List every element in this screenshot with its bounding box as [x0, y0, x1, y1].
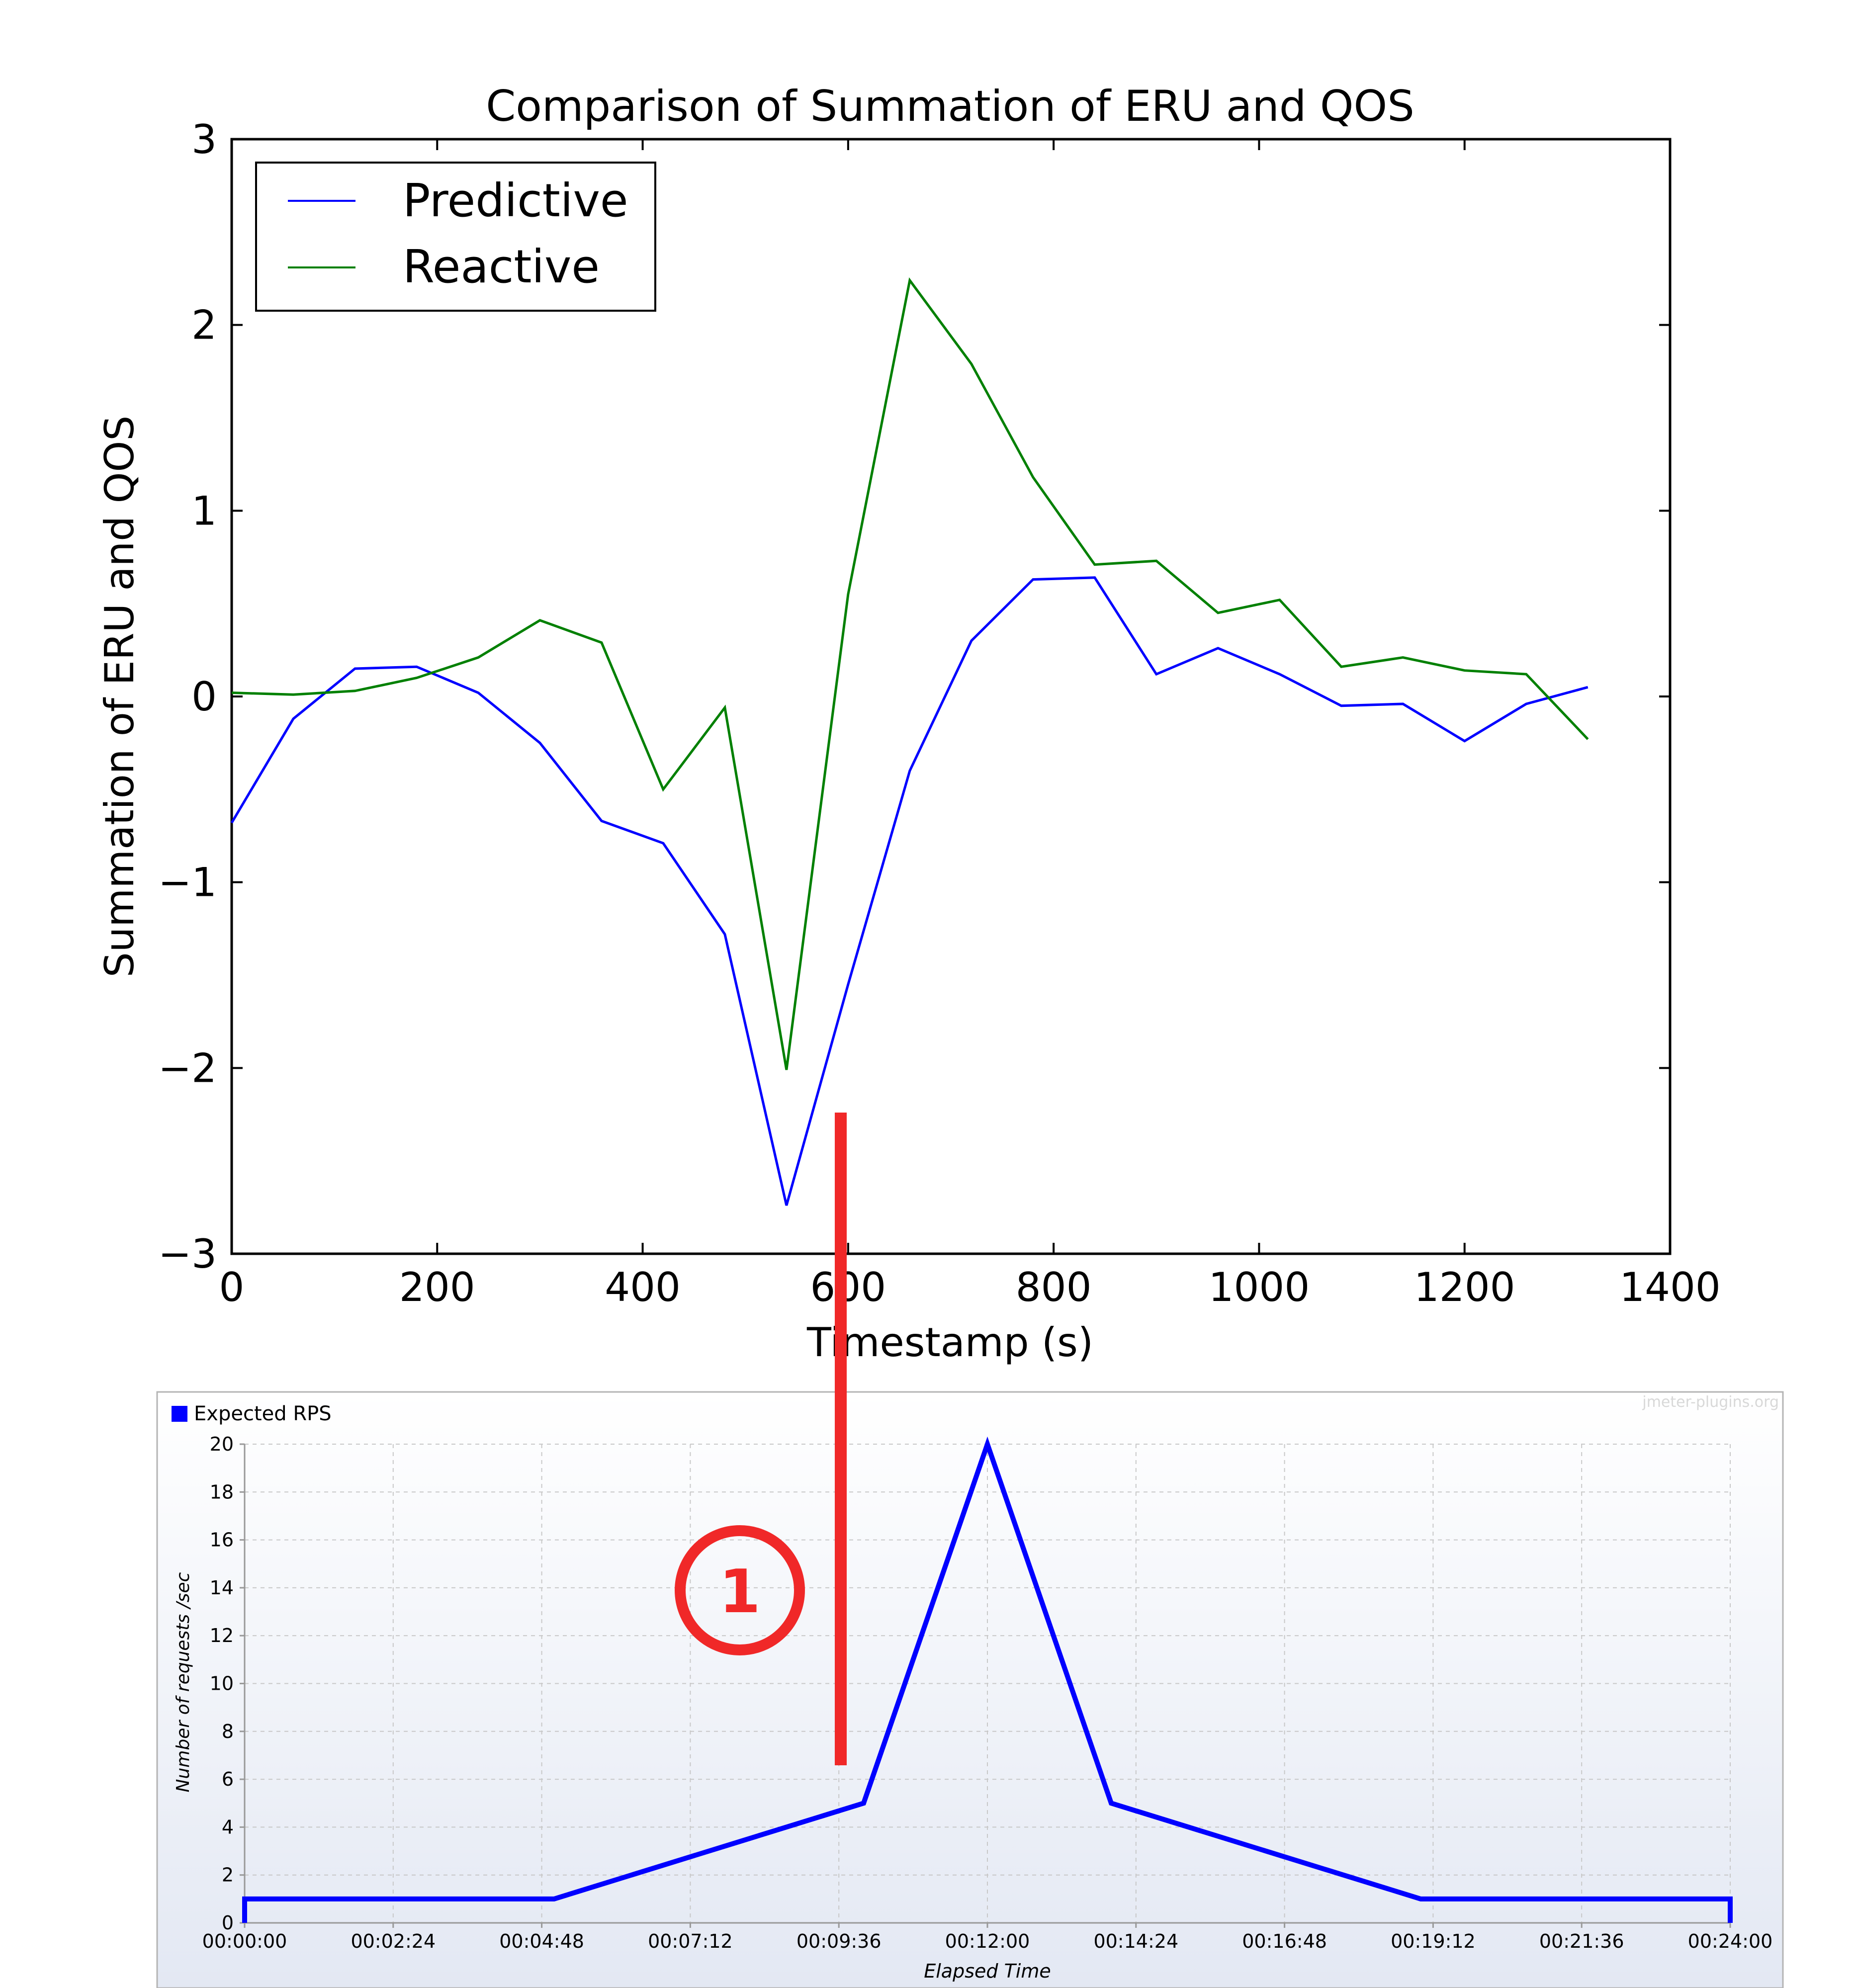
x-tick-label: 00:21:36	[1539, 1930, 1624, 1952]
y-axis-ticks: 0 2 4 6 8 10 12 14 16 18 20	[210, 1433, 245, 1934]
y-tick-label: 10	[210, 1673, 234, 1695]
series-line-predictive	[230, 576, 1589, 1206]
x-tick-label: 00:00:00	[202, 1930, 287, 1952]
y-tick-label: −3	[158, 1231, 217, 1277]
x-axis-ticks: 0 200 400 600 800 1000 1200 1400	[219, 139, 1721, 1310]
legend-swatch-expected-rps	[172, 1406, 187, 1422]
y-tick-label: 20	[210, 1433, 234, 1455]
legend: Predictive Reactive	[255, 162, 656, 312]
x-tick-label: 0	[219, 1264, 245, 1310]
y-tick-label: 6	[222, 1768, 234, 1790]
legend-label-predictive: Predictive	[403, 174, 628, 227]
x-tick-label: 00:24:00	[1688, 1930, 1773, 1952]
x-axis-label: Timestamp (s)	[806, 1319, 1093, 1366]
x-tick-label: 00:12:00	[945, 1930, 1030, 1952]
credit-text: jmeter-plugins.org	[1642, 1393, 1779, 1411]
x-tick-label: 400	[605, 1264, 681, 1310]
series-line-expected-rps	[242, 1436, 1733, 1923]
y-tick-label: −2	[158, 1045, 217, 1091]
y-tick-label: 14	[210, 1577, 234, 1599]
y-tick-label: 0	[191, 674, 217, 720]
callout-annotation: 1	[675, 1113, 847, 1765]
legend-label-reactive: Reactive	[403, 240, 600, 293]
y-tick-label: 16	[210, 1529, 234, 1551]
x-tick-label: 1400	[1619, 1264, 1721, 1310]
y-axis-ticks: −3 −2 −1 0 1 2 3	[158, 116, 1670, 1277]
x-tick-label: 800	[1016, 1264, 1092, 1310]
x-tick-label: 1200	[1414, 1264, 1515, 1310]
x-tick-label: 600	[810, 1264, 886, 1310]
x-tick-label: 00:16:48	[1242, 1930, 1327, 1952]
x-tick-label: 1000	[1209, 1264, 1310, 1310]
y-axis-label: Summation of ERU and QOS	[96, 416, 143, 977]
plot-area	[230, 138, 1672, 1255]
y-tick-label: 8	[222, 1721, 234, 1742]
y-axis-label: Number of requests /sec	[173, 1572, 193, 1792]
series-lines	[242, 1436, 1733, 1923]
x-tick-label: 00:19:12	[1391, 1930, 1476, 1952]
series-line-reactive	[231, 277, 1589, 1070]
chart-title: Comparison of Summation of ERU and QOS	[486, 82, 1414, 131]
x-tick-label: 00:07:12	[648, 1930, 733, 1952]
x-tick-label: 00:14:24	[1093, 1930, 1178, 1952]
y-tick-label: 4	[222, 1816, 234, 1838]
y-tick-label: 12	[210, 1625, 234, 1646]
x-axis-ticks: 00:00:00 00:02:24 00:04:48 00:07:12 00:09:36…	[202, 1923, 1773, 1952]
legend-label-expected-rps: Expected RPS	[194, 1402, 332, 1425]
y-tick-label: 18	[210, 1481, 234, 1503]
y-tick-label: 1	[191, 488, 217, 534]
x-tick-label: 00:02:24	[351, 1930, 436, 1952]
y-tick-label: 3	[191, 116, 217, 163]
x-axis-label: Elapsed Time	[924, 1960, 1051, 1982]
y-tick-label: 0	[222, 1912, 234, 1934]
x-tick-label: 00:09:36	[796, 1930, 882, 1952]
x-tick-label: 200	[399, 1264, 475, 1310]
expected-rps-chart: jmeter-plugins.org Expected RPS 0 2 4 6 8 10 1…	[156, 1391, 1784, 1988]
y-tick-label: 2	[191, 302, 217, 348]
erq-qos-chart: Comparison of Summation of ERU and QOS 0…	[96, 82, 1721, 1366]
callout-circle	[675, 1525, 805, 1655]
series-lines	[230, 277, 1589, 1206]
callout-number: 1	[719, 1557, 761, 1627]
legend-box	[255, 162, 656, 312]
y-tick-label: 2	[222, 1864, 234, 1886]
legend: Expected RPS	[172, 1402, 332, 1425]
x-tick-label: 00:04:48	[499, 1930, 584, 1952]
y-tick-label: −1	[158, 860, 217, 906]
